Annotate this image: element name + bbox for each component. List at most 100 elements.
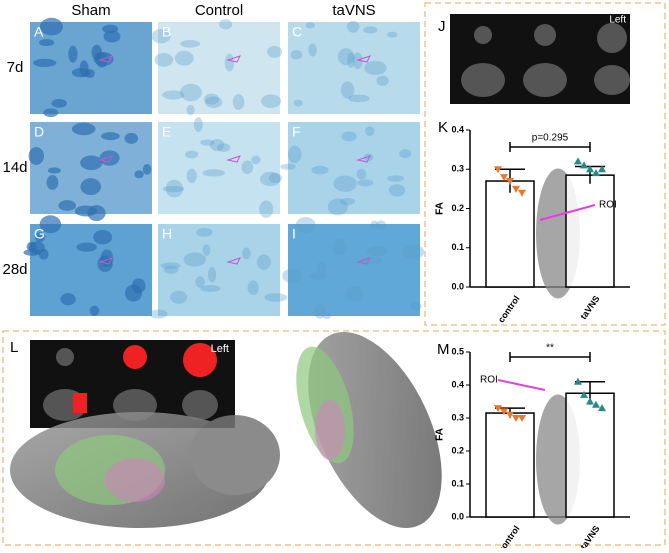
- row-label: 7d: [7, 59, 24, 76]
- cell: [180, 83, 202, 102]
- cell: [352, 52, 363, 70]
- roi-label: ROI: [480, 375, 498, 386]
- cell: [308, 43, 317, 57]
- panel-label: D: [34, 124, 44, 140]
- panel-label: E: [162, 124, 171, 140]
- cell: [180, 39, 201, 48]
- y-tick-label: 0.0: [451, 511, 464, 521]
- cell: [332, 238, 346, 256]
- roi-arrow: [539, 204, 596, 221]
- y-tick-label: 0.5: [451, 346, 464, 356]
- arrow-marker: [98, 55, 113, 63]
- y-tick-label: 0.1: [451, 242, 464, 252]
- cell: [186, 104, 195, 116]
- roi-label: ROI: [599, 200, 617, 211]
- arrow-marker: [226, 257, 241, 265]
- cell: [34, 232, 46, 243]
- cell: [376, 75, 389, 86]
- y-tick-label: 0.2: [451, 445, 464, 455]
- arrow-marker: [98, 257, 113, 265]
- cell: [311, 165, 329, 175]
- cell: [60, 293, 76, 306]
- panel-label: K: [438, 119, 448, 136]
- cell: [99, 150, 120, 166]
- arrow-marker: [356, 257, 371, 265]
- cell: [242, 247, 251, 260]
- histology-image: [158, 22, 280, 114]
- cell: [80, 155, 103, 171]
- brain-render: [10, 332, 442, 528]
- cell: [89, 305, 100, 316]
- histology-image: [288, 122, 420, 214]
- cell: [185, 150, 199, 159]
- cell: [402, 244, 425, 259]
- cell: [282, 268, 302, 284]
- cell: [93, 229, 113, 245]
- cell: [47, 167, 61, 174]
- cell: [264, 293, 288, 302]
- arrow-marker: [226, 55, 241, 63]
- cell: [256, 254, 271, 270]
- cell: [163, 265, 179, 275]
- histology-image: [288, 22, 420, 114]
- panel-label: B: [162, 24, 171, 40]
- cell: [160, 262, 181, 270]
- cell: [259, 200, 274, 218]
- cell: [71, 67, 91, 78]
- cell: [287, 145, 302, 164]
- significance-label: **: [546, 343, 554, 354]
- cell: [219, 19, 233, 30]
- cell: [203, 93, 220, 105]
- roi-arrow: [497, 379, 546, 391]
- cell: [204, 96, 223, 109]
- panel-frame: [2, 330, 666, 546]
- cell: [134, 170, 144, 179]
- row-label: 28d: [2, 261, 27, 278]
- data-point: [586, 165, 594, 173]
- cell: [409, 302, 422, 311]
- data-point: [500, 174, 508, 182]
- cell: [87, 205, 106, 222]
- data-point: [592, 400, 600, 408]
- cell: [151, 29, 171, 44]
- cell: [207, 266, 217, 283]
- data-point: [518, 189, 526, 197]
- panel-label: F: [292, 124, 301, 140]
- cell: [162, 185, 185, 193]
- y-axis-label: FA: [435, 428, 446, 441]
- data-point: [574, 157, 582, 165]
- cell: [295, 216, 316, 234]
- cell: [346, 20, 360, 33]
- cell: [33, 58, 57, 68]
- cell: [327, 198, 348, 216]
- cell: [162, 90, 185, 100]
- cell: [165, 179, 184, 198]
- histology-image: [288, 224, 420, 316]
- cell: [333, 175, 357, 192]
- cell: [341, 131, 357, 142]
- cell: [142, 163, 152, 175]
- cell: [103, 30, 121, 43]
- cell: [375, 220, 387, 231]
- cell: [313, 303, 326, 319]
- panel-label: C: [292, 24, 302, 40]
- annotation: Left: [609, 15, 626, 26]
- cell: [195, 276, 205, 288]
- cell: [309, 272, 327, 280]
- cell: [209, 138, 225, 152]
- column-header: Control: [195, 2, 243, 19]
- cell: [43, 108, 59, 118]
- cell: [58, 200, 77, 211]
- data-point: [598, 404, 606, 412]
- cell: [365, 126, 375, 136]
- cell: [251, 155, 261, 165]
- cell: [232, 94, 245, 110]
- cell: [363, 26, 378, 34]
- panel-frame: [424, 2, 666, 326]
- panel-label: M: [437, 341, 450, 358]
- data-point: [506, 411, 514, 419]
- cell: [268, 173, 282, 184]
- panel-label: H: [162, 226, 172, 242]
- panel-label: G: [34, 226, 45, 242]
- y-tick-label: 0.0: [451, 281, 464, 291]
